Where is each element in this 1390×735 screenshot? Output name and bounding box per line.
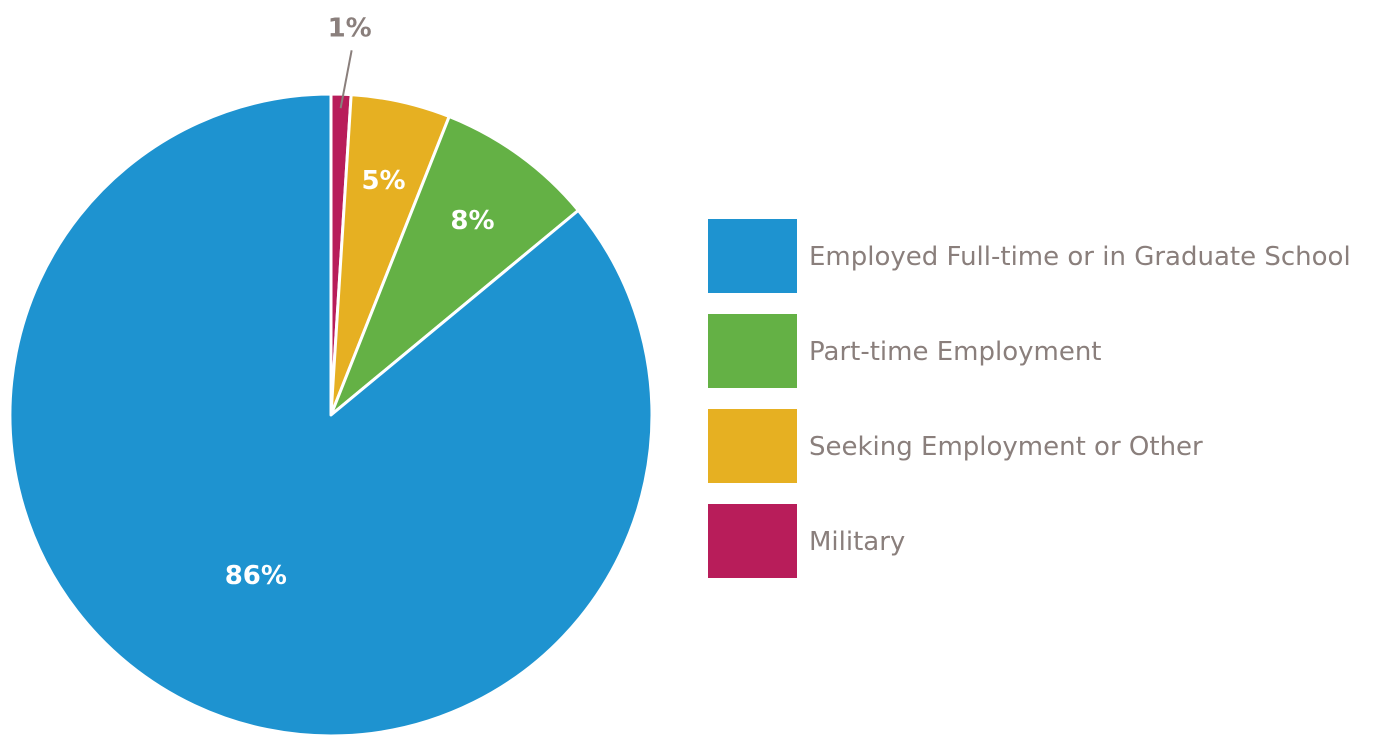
slice-label-employed-full-time-or-in-graduate-school: 86% xyxy=(225,561,287,591)
legend-swatch-military xyxy=(708,504,797,578)
slice-label-seeking-employment-or-other: 5% xyxy=(361,166,405,196)
legend-swatch-part-time-employment xyxy=(708,314,797,388)
legend-swatch-seeking-employment-or-other xyxy=(708,409,797,483)
legend-label-part-time-employment: Part-time Employment xyxy=(809,337,1102,367)
slice-label-military: 1% xyxy=(328,13,372,43)
legend-label-seeking-employment-or-other: Seeking Employment or Other xyxy=(809,432,1203,462)
legend-label-employed-full-time-or-in-graduate-school: Employed Full-time or in Graduate School xyxy=(809,242,1351,272)
legend-label-military: Military xyxy=(809,527,905,557)
legend-swatch-employed-full-time-or-in-graduate-school xyxy=(708,219,797,293)
slice-label-part-time-employment: 8% xyxy=(450,206,494,236)
pie-slices xyxy=(10,94,652,735)
legend: Employed Full-time or in Graduate School… xyxy=(708,219,1351,578)
